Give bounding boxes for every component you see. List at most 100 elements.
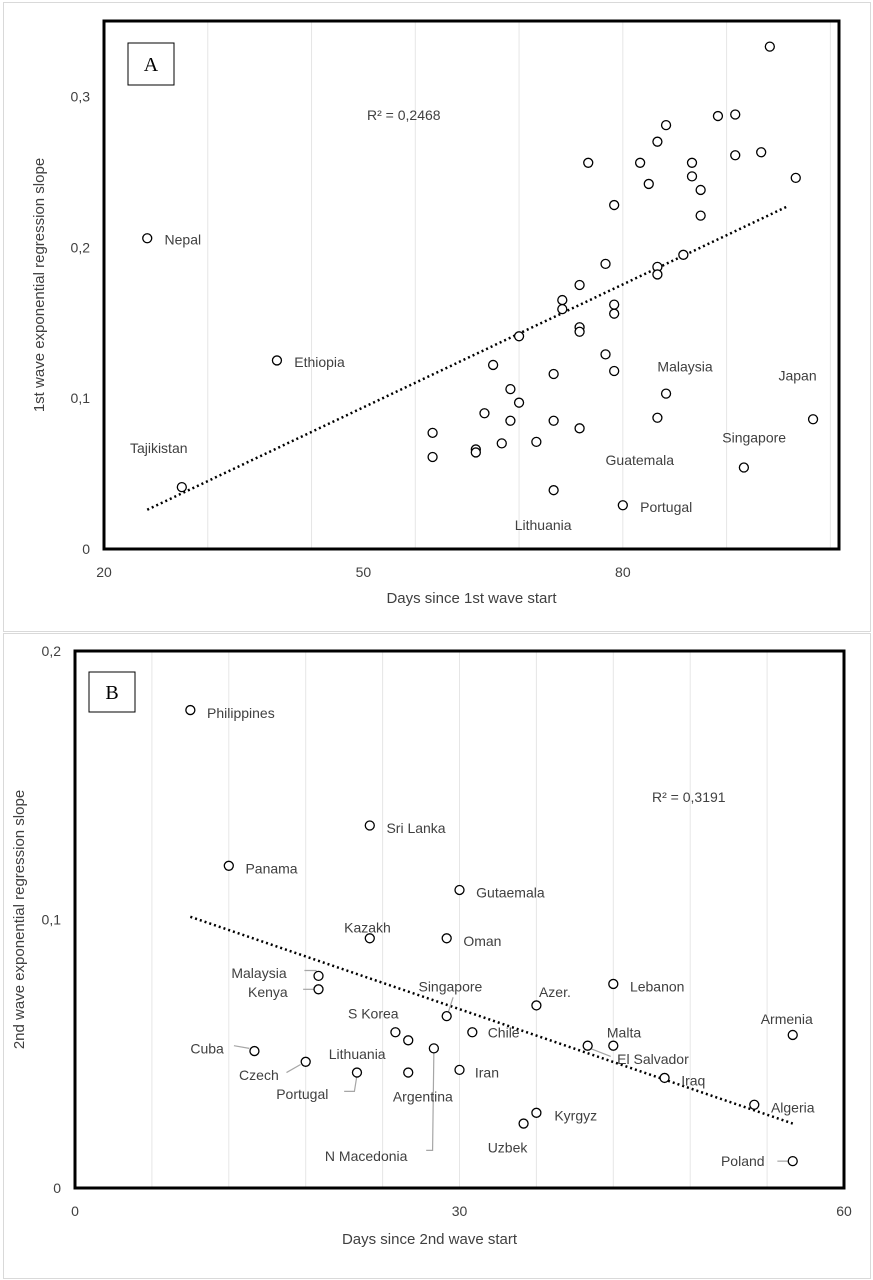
x-axis-title: Days since 1st wave start <box>386 590 557 607</box>
point-label: Kazakh <box>344 920 391 936</box>
data-point <box>609 308 620 319</box>
data-point <box>271 355 283 366</box>
x-axis-title: Days since 2nd wave start <box>342 1231 518 1248</box>
leader-line <box>447 997 454 1014</box>
point-label: Portugal <box>640 499 692 515</box>
data-point <box>574 423 585 434</box>
panel-b: 0 30 60 0 0,1 0,2 Days since 2nd wave start 2nd… <box>3 633 871 1279</box>
data-point <box>609 365 620 377</box>
panel-a: 20 50 80 0 0,1 0,2 0,3 Days since 1st wave star… <box>3 2 871 632</box>
data-point <box>223 860 234 871</box>
y-tick-label: 0,2 <box>71 239 91 255</box>
leader-line <box>590 1047 611 1057</box>
data-point <box>313 984 324 995</box>
data-point <box>428 1043 440 1054</box>
data-point <box>351 1067 363 1078</box>
r-squared-label: R² = 0,2468 <box>367 107 441 123</box>
point-label: Philippines <box>207 705 275 721</box>
x-tick-label: 50 <box>356 564 372 580</box>
data-point <box>487 359 499 371</box>
data-point <box>730 109 741 120</box>
data-point <box>185 704 196 716</box>
chart-b: 0 30 60 0 0,1 0,2 Days since 2nd wave start 2nd… <box>11 643 852 1248</box>
y-tick-label: 0 <box>82 541 90 557</box>
data-point <box>470 447 481 458</box>
data-point <box>608 1040 619 1051</box>
data-point <box>531 1107 542 1118</box>
point-label: Algeria <box>771 1099 815 1115</box>
y-tick-label: 0,1 <box>42 912 62 928</box>
data-point <box>634 157 646 168</box>
plot-area-border <box>102 19 841 551</box>
data-point <box>441 1011 452 1022</box>
data-point <box>787 1156 798 1167</box>
r-squared-label: R² = 0,3191 <box>652 789 726 805</box>
leader-line <box>286 1063 301 1074</box>
data-point <box>730 150 741 161</box>
data-point <box>574 326 585 337</box>
point-label: Poland <box>721 1153 765 1169</box>
data-point <box>531 436 542 448</box>
data-point <box>513 397 525 408</box>
point-label: Malaysia <box>231 965 286 981</box>
data-point <box>712 110 724 122</box>
leader-line <box>233 1045 250 1049</box>
chart-a: 20 50 80 0 0,1 0,2 0,3 Days since 1st wave star… <box>31 19 841 607</box>
data-point <box>441 933 452 944</box>
data-point <box>300 1056 311 1067</box>
point-label: Argentina <box>393 1089 453 1105</box>
data-point <box>364 933 375 944</box>
x-tick-label: 80 <box>615 564 631 580</box>
point-label: S Korea <box>348 1005 399 1021</box>
point-label: Azer. <box>539 984 571 1000</box>
data-point <box>582 1040 593 1051</box>
point-label: N Macedonia <box>325 1148 408 1164</box>
point-label: Ethiopia <box>294 354 345 370</box>
data-point <box>695 210 706 221</box>
point-label: Japan <box>778 368 816 384</box>
data-point <box>313 970 324 982</box>
data-point <box>583 157 594 168</box>
y-tick-label: 0,1 <box>71 390 91 406</box>
data-point <box>738 462 750 473</box>
data-point <box>531 1000 542 1011</box>
point-label: Lithuania <box>515 517 572 533</box>
point-label: Uzbek <box>488 1140 529 1156</box>
data-point <box>756 147 767 158</box>
leader-line <box>426 1051 435 1152</box>
data-point <box>617 500 628 511</box>
data-point <box>548 485 559 496</box>
data-point <box>249 1045 260 1057</box>
data-point <box>695 184 706 196</box>
point-label: Kyrgyz <box>554 1108 597 1124</box>
data-point <box>505 383 516 395</box>
data-point <box>609 299 620 310</box>
data-point <box>609 199 620 211</box>
point-label: Lithuania <box>329 1046 386 1062</box>
y-tick-label: 0,3 <box>71 88 91 104</box>
data-point <box>660 119 672 131</box>
y-tick-label: 0 <box>53 1180 61 1196</box>
data-point <box>557 303 568 315</box>
y-axis-title: 1st wave exponential regression slope <box>31 158 48 412</box>
panel-label-box <box>88 671 136 713</box>
data-point <box>600 349 611 360</box>
point-label: Portugal <box>276 1086 328 1102</box>
plot-area-border <box>73 649 846 1190</box>
y-axis-title: 2nd wave exponential regression slope <box>11 790 28 1049</box>
data-point <box>787 1029 798 1041</box>
panel-label: A <box>144 54 159 76</box>
point-label: Gutaemala <box>476 885 545 901</box>
point-label: Oman <box>463 933 501 949</box>
point-label: Cuba <box>190 1040 224 1056</box>
data-point <box>479 408 490 419</box>
data-point <box>660 388 672 399</box>
data-point <box>364 820 375 831</box>
data-point <box>643 178 654 190</box>
data-point <box>600 258 611 270</box>
data-point <box>686 171 698 182</box>
data-point <box>403 1035 414 1046</box>
data-point <box>678 249 689 260</box>
data-point <box>427 451 438 463</box>
leader-line <box>344 1075 358 1092</box>
